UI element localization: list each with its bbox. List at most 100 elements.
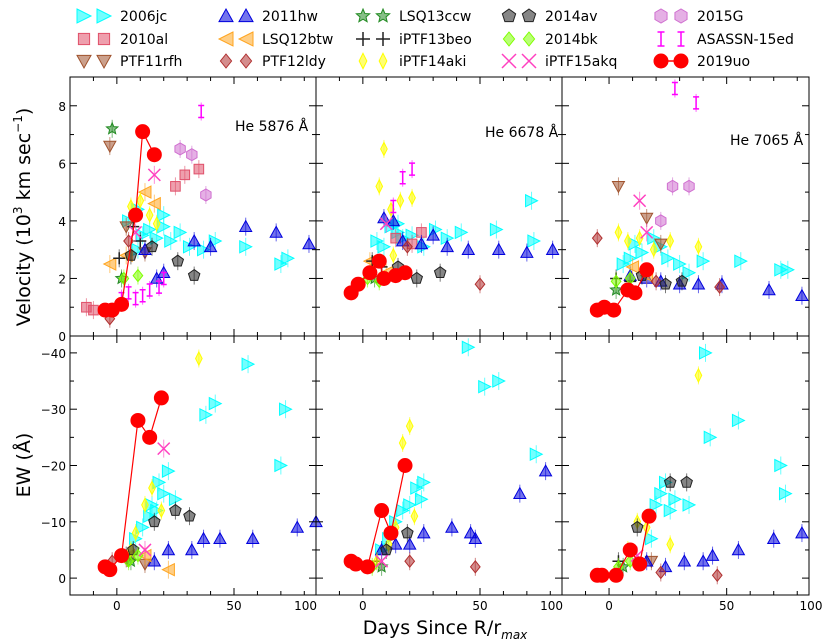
data-point-2014av: [680, 475, 693, 488]
legend-marker: [355, 7, 371, 23]
data-point-2019uo: [397, 265, 413, 281]
panel-frame: [561, 76, 810, 337]
legend-marker: [237, 31, 254, 47]
legend-marker: [521, 53, 537, 69]
data-point-2011hw: [203, 239, 218, 253]
legend-label: iPTF15akq: [545, 54, 617, 70]
data-point-2011hw: [691, 277, 706, 290]
panel-line-label: He 6678 Å: [485, 124, 559, 141]
data-point-2006jc: [668, 492, 683, 507]
x-tick-label: 50: [472, 599, 487, 613]
data-point-ASASSN-15ed: [125, 286, 132, 300]
legend-marker: [96, 54, 112, 70]
legend-label: 2010al: [120, 32, 168, 48]
legend-marker: [219, 53, 233, 69]
legend-entry: ASASSN-15ed: [657, 31, 794, 48]
data-point-ASASSN-15ed: [409, 162, 416, 176]
data-point-ASASSN-15ed: [132, 291, 139, 306]
legend-label: 2014av: [545, 9, 598, 25]
data-point-iPTF15akq: [147, 168, 161, 182]
data-point-2014bk: [610, 274, 622, 289]
data-point-2006jc: [616, 257, 631, 271]
data-point-2006jc: [281, 251, 296, 266]
data-point-iPTF14aki: [194, 350, 203, 367]
data-point-LSQ12btw: [137, 185, 152, 199]
data-point-2011hw: [677, 554, 692, 567]
data-point-2006jc: [781, 263, 795, 277]
legend-entry: 2015G: [654, 8, 743, 25]
data-point-PTF12ldy: [474, 277, 486, 292]
data-point-2014bk: [132, 268, 144, 283]
data-point-iPTF14aki: [649, 241, 658, 258]
data-point-2011hw: [238, 219, 253, 232]
data-point-2014av: [379, 543, 393, 556]
data-point-2006jc: [403, 498, 417, 512]
data-point-2006jc: [143, 222, 157, 237]
data-point-2006jc: [417, 475, 431, 490]
data-point-iPTF14aki: [389, 247, 398, 264]
legend-marker: [217, 31, 234, 47]
legend-label: iPTF13beo: [399, 32, 472, 48]
legend-label: 2006jc: [120, 9, 167, 25]
legend: 2006jc 2010al PTF11rfh 2011hw LSQ12btw PTF12l…: [76, 7, 794, 70]
data-point-ASASSN-15ed: [146, 283, 153, 297]
data-point-iPTF14aki: [157, 502, 166, 519]
data-point-2011hw: [416, 526, 431, 539]
panel-grid: He 5876 Å He 6678 Å He 7065 Å 0 2 4 6 8 0 −10 −20 −…: [41, 76, 822, 613]
data-point-PTF12ldy: [655, 565, 667, 580]
data-point-iPTF14aki: [410, 508, 419, 524]
data-point-iPTF14aki: [408, 190, 416, 206]
data-point-2019uo: [622, 542, 638, 558]
legend-marker: [522, 31, 536, 47]
legend-marker: [96, 8, 113, 24]
data-point-2011hw: [388, 537, 403, 550]
panel-top-2: [315, 76, 563, 337]
data-point-iPTF14aki: [152, 216, 161, 232]
data-point-2011hw: [269, 225, 284, 238]
data-point-PTF11rfh: [653, 238, 668, 251]
data-point-2011hw: [184, 542, 199, 556]
x-tick-label: 50: [719, 599, 734, 613]
data-point-2015G: [174, 142, 186, 156]
y-tick-label: 0: [58, 572, 66, 586]
legend-marker: [238, 7, 254, 23]
data-point-2019uo: [114, 548, 130, 564]
data-point-LSQ12btw: [625, 260, 640, 274]
data-point-ASASSN-15ed: [139, 288, 146, 303]
data-point-2019uo: [128, 207, 144, 223]
y-tick-label: −20: [41, 460, 66, 474]
legend-marker: [358, 52, 368, 70]
data-point-iPTF14aki: [380, 141, 388, 157]
data-point-2011hw: [426, 228, 440, 241]
data-point-2006jc: [208, 396, 223, 411]
y-tick-label: 8: [58, 100, 66, 114]
data-point-2019uo: [135, 124, 151, 140]
panel-frame: [561, 335, 810, 596]
data-point-2011hw: [161, 542, 176, 556]
data-point-2006jc: [649, 498, 664, 512]
data-point-2019uo: [130, 412, 146, 428]
legend-label: 2019uo: [697, 54, 750, 70]
data-point-ASASSN-15ed: [390, 199, 397, 214]
x-tick-label: 100: [294, 599, 317, 613]
data-point-iPTF15akq: [640, 225, 654, 239]
data-point-2006jc: [734, 254, 748, 268]
data-point-2006jc: [377, 239, 392, 254]
legend-label: 2015G: [697, 9, 743, 25]
data-point-2006jc: [157, 486, 171, 501]
legend-entry: 2010al: [77, 32, 168, 48]
data-point-iPTF14aki: [141, 497, 149, 513]
velocity-axis-title: Velocity (103 km sec−1): [11, 108, 35, 327]
data-point-2006jc: [661, 251, 675, 266]
data-point-2010al: [179, 169, 191, 181]
data-point-2011hw: [512, 486, 527, 499]
data-point-2006jc: [370, 234, 385, 248]
data-point-2011hw: [795, 526, 809, 539]
legend-marker: [97, 32, 111, 46]
data-point-2006jc: [161, 464, 176, 478]
data-point-2015G: [683, 179, 695, 193]
data-point-2019uo: [371, 253, 387, 269]
data-point-PTF12ldy: [711, 568, 723, 583]
data-point-2011hw: [795, 288, 809, 302]
legend-marker: [653, 53, 669, 69]
